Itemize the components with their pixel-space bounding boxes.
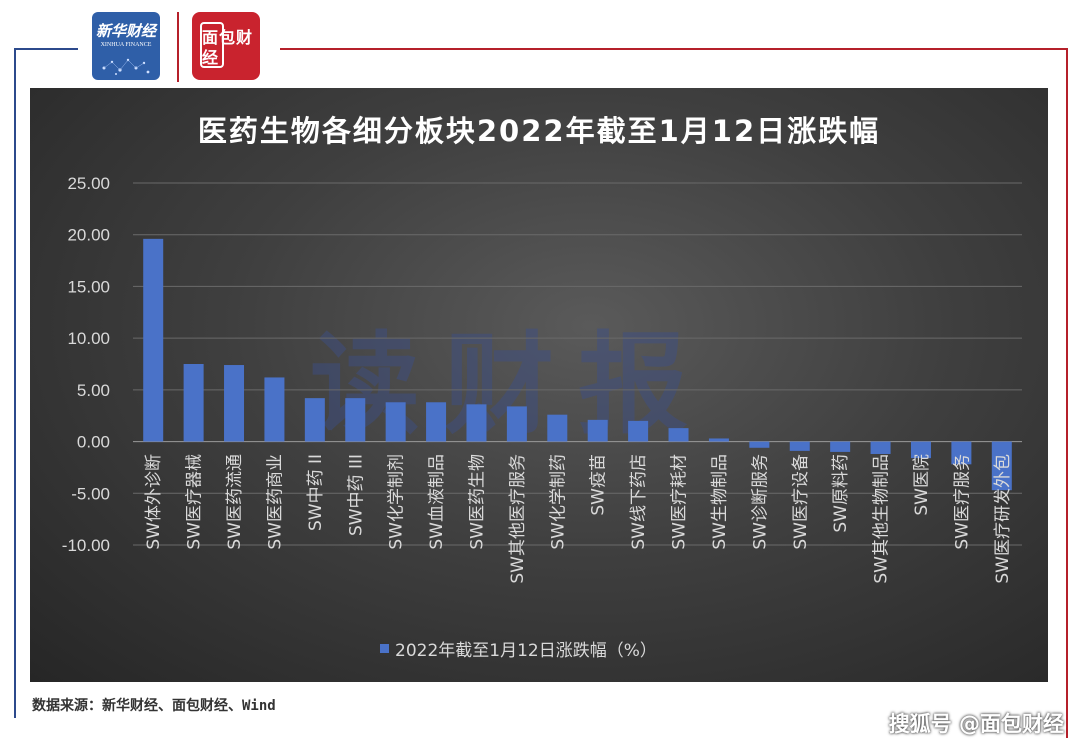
- bar: [426, 402, 447, 442]
- y-tick-label: 0.00: [77, 433, 110, 452]
- x-tick-label: SW体外诊断: [144, 454, 164, 550]
- x-tick-label: SW医疗研发外包: [993, 454, 1013, 584]
- x-tick-label: SW其他生物制品: [872, 454, 892, 584]
- bar: [143, 238, 164, 442]
- xinhua-logo-dots-icon: [102, 58, 150, 75]
- x-tick-label: SW医疗服务: [952, 454, 972, 550]
- x-tick-label: SW疫苗: [589, 454, 609, 516]
- x-tick-label: SW医药流通: [225, 454, 245, 550]
- y-tick-label: 10.00: [67, 329, 110, 348]
- x-tick-label: SW中药 III: [346, 454, 366, 536]
- bar: [628, 420, 649, 442]
- bar: [304, 398, 325, 442]
- x-tick-label: SW化学制剂: [387, 454, 407, 550]
- bar: [466, 404, 487, 442]
- x-tick-label: SW化学制药: [548, 454, 568, 550]
- bar: [991, 441, 1012, 491]
- bar: [506, 406, 527, 442]
- bar: [870, 441, 891, 454]
- x-tick-label: SW医疗器械: [185, 454, 205, 550]
- x-tick-label: SW线下药店: [629, 454, 649, 550]
- xinhua-finance-logo: 新华财经 XINHUA FINANCE: [92, 12, 160, 80]
- frame-line-top-right: [280, 48, 1068, 50]
- mianbao-logo-text: 面包财经: [202, 28, 254, 67]
- bar: [749, 441, 770, 448]
- x-tick-label: SW血液制品: [427, 454, 447, 550]
- bar: [547, 414, 568, 442]
- data-source-note: 数据来源：新华财经、面包财经、Wind: [32, 698, 276, 714]
- xinhua-logo-en: XINHUA FINANCE: [100, 42, 152, 48]
- bar: [708, 438, 729, 442]
- bar: [789, 441, 810, 451]
- frame-line-right: [1066, 48, 1068, 738]
- bar: [264, 377, 285, 442]
- x-tick-label: SW医疗设备: [791, 454, 811, 550]
- bar: [345, 398, 366, 442]
- x-tick-label: SW中药 II: [306, 454, 326, 531]
- legend-label: 2022年截至1月12日涨跌幅（%）: [395, 641, 657, 661]
- y-tick-label: -5.00: [71, 484, 110, 503]
- y-tick-label: 5.00: [77, 381, 110, 400]
- bar: [951, 441, 972, 465]
- bar: [385, 402, 406, 442]
- logo-divider: [177, 12, 179, 82]
- credit-watermark: 搜狐号 @面包财经: [888, 712, 1064, 736]
- y-tick-label: -10.00: [62, 536, 110, 555]
- y-tick-label: 15.00: [67, 277, 110, 296]
- bar: [668, 428, 689, 442]
- x-tick-label: SW医药生物: [467, 454, 487, 550]
- chart-title: 医药生物各细分板块2022年截至1月12日涨跌幅: [197, 114, 881, 148]
- bar: [183, 364, 204, 442]
- x-tick-label: SW其他医疗服务: [508, 454, 528, 584]
- x-tick-label: SW诊断服务: [750, 454, 770, 550]
- xinhua-logo-cn: 新华财经: [95, 22, 156, 40]
- legend-swatch: [380, 644, 389, 653]
- mianbao-logo-frame-icon: [200, 22, 224, 68]
- bar: [830, 441, 851, 452]
- x-tick-label: SW生物制品: [710, 454, 730, 550]
- x-tick-label: SW医药商业: [265, 454, 285, 550]
- watermark-text: 读财报: [310, 321, 712, 449]
- x-tick-label: SW原料药: [831, 454, 851, 533]
- y-tick-label: 25.00: [67, 174, 110, 193]
- bar: [587, 419, 608, 442]
- bar: [224, 365, 245, 442]
- y-tick-label: 20.00: [67, 226, 110, 245]
- mianbao-finance-logo: 面包财经: [192, 12, 260, 80]
- bar: [910, 441, 931, 459]
- x-tick-label: SW医院: [912, 454, 932, 516]
- frame-line-left: [14, 48, 16, 718]
- frame-line-top-left: [14, 48, 78, 50]
- chart-legend: 2022年截至1月12日涨跌幅（%）: [380, 636, 657, 661]
- x-tick-label: SW医疗耗材: [670, 454, 690, 550]
